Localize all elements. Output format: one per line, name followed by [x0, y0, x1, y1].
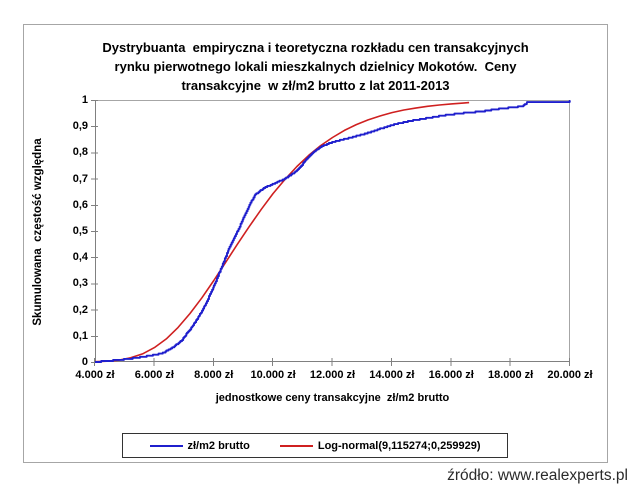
y-tick-label: 0,2	[72, 303, 88, 316]
x-tick-label: 12.000 zł	[309, 369, 356, 381]
y-tick-label: 1	[81, 94, 88, 106]
x-tick-label: 18.000 zł	[487, 369, 534, 381]
legend-item-empirical: zł/m2 brutto	[149, 439, 250, 452]
lognormal-curve	[94, 101, 470, 363]
chart-title-line-2: rynku pierwotnego lokali mieszkalnych dz…	[114, 59, 517, 74]
x-tick-label: 6.000 zł	[134, 369, 174, 381]
chart-title-line-3: transakcyjne w zł/m2 brutto z lat 2011-2…	[181, 78, 450, 93]
legend-item-lognormal: Log-normal(9,115274;0,259929)	[279, 439, 481, 452]
x-axis-title: jednostkowe ceny transakcyjne zł/m2 brut…	[215, 392, 450, 404]
chart-title: Dystrybuanta empiryczna i teoretyczna ro…	[24, 38, 607, 95]
y-tick-label: 0,1	[72, 329, 88, 342]
x-tick-label: 20.000 zł	[547, 369, 593, 381]
source-credit: źródło: www.realexperts.pl	[447, 467, 628, 484]
y-tick-label: 0,4	[72, 251, 88, 264]
y-tick-label: 0	[81, 356, 88, 368]
y-tick-label: 0,6	[72, 198, 88, 211]
x-tick-label: 10.000 zł	[250, 369, 296, 381]
x-tick-label: 4.000 zł	[75, 369, 115, 381]
legend-line-lognormal	[279, 444, 313, 447]
x-tick-label: 14.000 zł	[369, 369, 415, 381]
y-tick-label: 0,3	[72, 277, 88, 290]
empirical-curve	[95, 100, 571, 363]
legend-line-empirical	[149, 444, 183, 447]
plot-area	[91, 100, 571, 366]
y-tick-label: 0,9	[72, 120, 88, 133]
y-tick-label: 0,5	[72, 225, 88, 237]
x-tick-label: 8.000 zł	[194, 369, 234, 381]
legend: zł/m2 brutto Log-normal(9,115274;0,25992…	[122, 433, 508, 458]
y-tick-label: 0,8	[72, 146, 88, 159]
chart-frame: Dystrybuanta empiryczna i teoretyczna ro…	[23, 24, 608, 463]
chart-title-line-1: Dystrybuanta empiryczna i teoretyczna ro…	[102, 40, 529, 55]
legend-label-empirical: zł/m2 brutto	[187, 439, 250, 452]
x-tick-label: 16.000 zł	[428, 369, 474, 381]
cdf-chart-canvas	[91, 100, 571, 366]
legend-label-lognormal: Log-normal(9,115274;0,259929)	[317, 439, 481, 452]
y-tick-label: 0,7	[72, 172, 88, 185]
